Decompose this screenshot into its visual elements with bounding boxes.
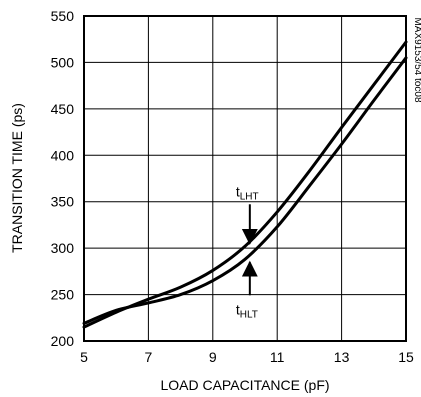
y-tick-label: 450: [51, 101, 75, 117]
grid-lines: [83, 15, 407, 342]
annotation-label-hlt-main: t: [236, 301, 240, 317]
x-tick-label: 15: [398, 349, 414, 365]
y-tick-labels: 200 250 300 350 400 450 500 550: [51, 8, 75, 349]
y-tick-label: 250: [51, 287, 75, 303]
x-tick-label: 7: [145, 349, 153, 365]
annotation-label-lht-main: t: [236, 183, 240, 199]
series-line-tlht: [82, 40, 408, 329]
y-tick-label: 550: [51, 8, 75, 24]
annotation-label-lht: tLHT: [236, 183, 259, 202]
series-lines: [82, 40, 408, 329]
plot-frame: [83, 15, 407, 342]
y-tick-label: 200: [51, 333, 75, 349]
y-tick-label: 350: [51, 194, 75, 210]
x-tick-labels: 5 7 9 11 13 15: [80, 349, 414, 365]
x-tick-label: 11: [270, 349, 285, 365]
y-axis-label: TRANSITION TIME (ps): [9, 103, 25, 253]
y-tick-label: 300: [51, 240, 75, 256]
series-line-thlt: [82, 56, 408, 325]
annotation-label-hlt: tHLT: [236, 301, 258, 320]
y-tick-label: 400: [51, 147, 75, 163]
x-tick-label: 9: [209, 349, 217, 365]
annotation-label-lht-sub: LHT: [240, 191, 259, 202]
x-tick-label: 13: [334, 349, 350, 365]
x-tick-label: 5: [80, 349, 88, 365]
y-tick-label: 500: [51, 54, 75, 70]
x-axis-label: LOAD CAPACITANCE (pF): [160, 377, 329, 393]
figure-code: MAX9153/54 toc08: [412, 17, 421, 102]
annotation-label-hlt-sub: HLT: [240, 309, 258, 320]
